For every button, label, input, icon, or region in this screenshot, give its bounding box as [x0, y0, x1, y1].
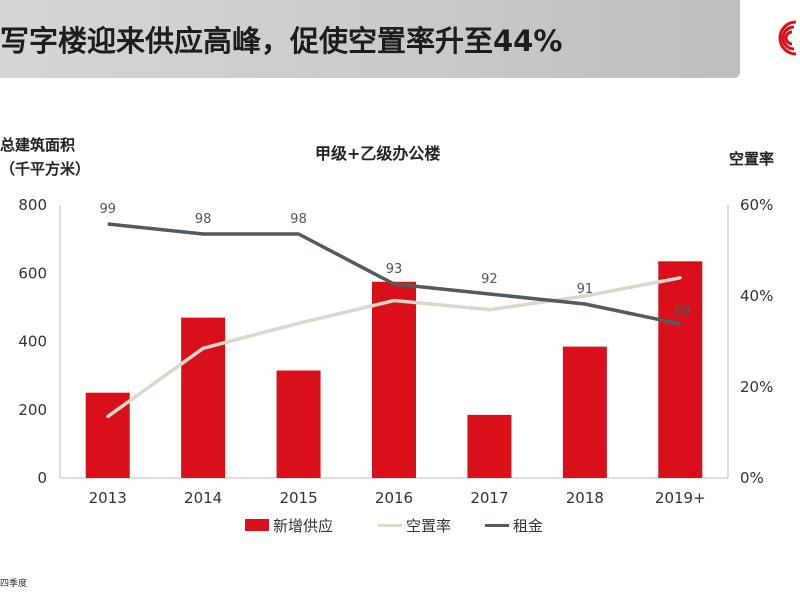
legend-label-supply: 新增供应 — [273, 517, 334, 535]
x-tick-label: 2018 — [566, 489, 604, 507]
rent-data-label: 93 — [386, 262, 403, 277]
vacancy-rate-point — [583, 294, 587, 298]
x-tick-label: 2016 — [375, 489, 413, 507]
legend-swatch-rent — [485, 524, 509, 527]
x-tick-label: 2017 — [470, 489, 508, 507]
legend-swatch-supply — [245, 519, 269, 531]
y-tick-label: 400 — [18, 333, 47, 351]
rent-data-label: 98 — [290, 212, 307, 227]
x-tick-label: 2019+ — [655, 489, 706, 507]
x-tick-label: 2015 — [279, 489, 317, 507]
rent-data-label: 89 — [674, 304, 691, 319]
y2-tick-label: 0% — [740, 469, 764, 487]
vacancy-rate-point — [106, 415, 110, 419]
y2-tick-label: 40% — [740, 287, 773, 305]
y-tick-label: 200 — [18, 401, 47, 419]
bar-new-supply — [181, 317, 226, 478]
bar-new-supply — [276, 370, 321, 478]
chart-title: 甲级+乙级办公楼 — [315, 144, 441, 163]
legend-label-vacancy: 空置率 — [406, 517, 452, 535]
title-banner: 写字楼迎来供应高峰，促使空置率升至44% — [0, 0, 740, 78]
rent-data-label: 98 — [195, 212, 212, 227]
vacancy-rate-point — [487, 308, 491, 312]
y2-axis-label: 空置率 — [729, 150, 775, 168]
bar-new-supply — [658, 261, 703, 478]
y-tick-label: 0 — [37, 469, 47, 487]
bar-new-supply — [372, 281, 416, 478]
bar-new-supply — [562, 346, 607, 478]
vacancy-rate-point — [678, 276, 682, 280]
bar-new-supply — [467, 414, 512, 478]
y-tick-label: 800 — [18, 196, 47, 214]
y-axis-label: 总建筑面积 （千平方米） — [0, 136, 91, 178]
vacancy-rate-point — [392, 299, 396, 303]
legend-swatch-vacancy — [378, 524, 402, 527]
y-tick-label: 600 — [18, 264, 47, 282]
rent-line — [107, 222, 681, 326]
x-tick-label: 2013 — [89, 489, 127, 507]
y2-tick-label: 20% — [740, 378, 773, 396]
rent-data-label: 99 — [99, 202, 116, 217]
x-tick-label: 2014 — [184, 489, 222, 507]
rent-data-label: 92 — [481, 272, 498, 287]
brand-logo-icon — [778, 20, 797, 56]
rent-data-label: 91 — [577, 282, 594, 297]
legend-label-rent: 租金 — [513, 517, 544, 535]
vacancy-rate-point — [201, 346, 205, 350]
page-title: 写字楼迎来供应高峰，促使空置率升至44% — [0, 24, 563, 58]
vacancy-rate-point — [297, 321, 301, 325]
footnote: 四季度 — [0, 579, 28, 589]
y2-tick-label: 60% — [740, 196, 773, 214]
